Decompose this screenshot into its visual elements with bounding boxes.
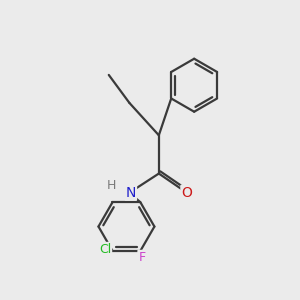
Text: N: N bbox=[126, 186, 136, 200]
Text: Cl: Cl bbox=[99, 243, 111, 256]
Text: H: H bbox=[107, 179, 116, 192]
Text: F: F bbox=[138, 251, 146, 264]
Text: O: O bbox=[182, 186, 192, 200]
